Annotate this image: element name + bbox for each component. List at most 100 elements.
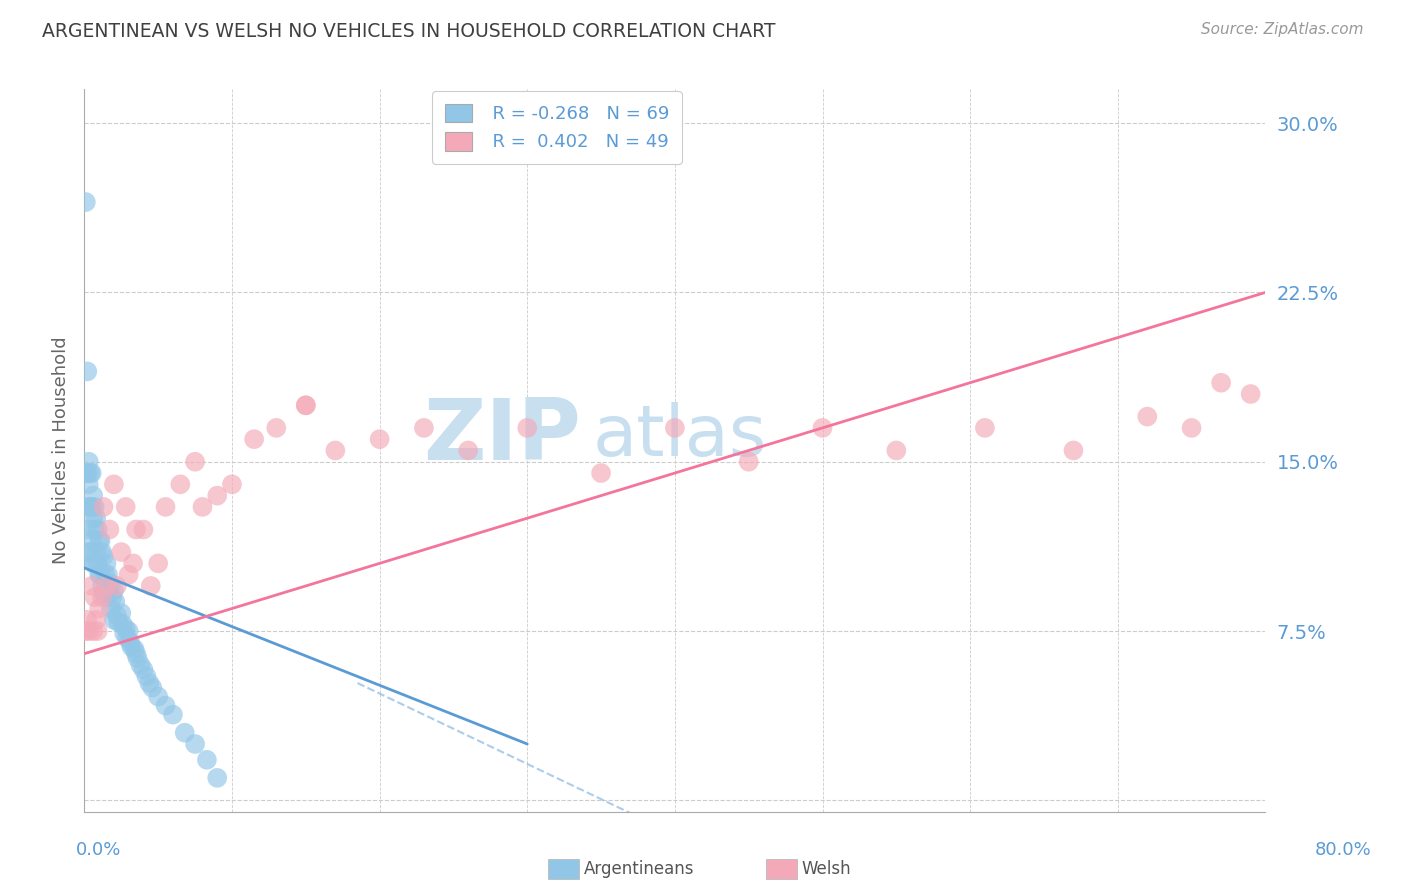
Point bbox=[121, 640, 143, 654]
Point bbox=[125, 647, 148, 661]
Point bbox=[125, 523, 148, 537]
Point bbox=[80, 500, 103, 514]
Point bbox=[457, 443, 479, 458]
Point bbox=[83, 500, 105, 514]
Point bbox=[129, 657, 152, 672]
Point bbox=[169, 477, 191, 491]
Point bbox=[76, 523, 98, 537]
Point bbox=[413, 421, 436, 435]
Text: atlas: atlas bbox=[592, 401, 766, 470]
Point bbox=[77, 545, 100, 559]
Point bbox=[155, 500, 177, 514]
Point bbox=[96, 591, 118, 605]
Point bbox=[77, 500, 100, 514]
Text: Welsh: Welsh bbox=[801, 860, 851, 878]
Point bbox=[162, 707, 184, 722]
Text: 80.0%: 80.0% bbox=[1315, 840, 1371, 858]
Point bbox=[221, 477, 243, 491]
Point bbox=[87, 601, 111, 615]
Point bbox=[86, 624, 108, 639]
Point bbox=[82, 557, 104, 571]
Point bbox=[79, 500, 101, 514]
Point bbox=[84, 511, 107, 525]
Point bbox=[83, 557, 105, 571]
Point bbox=[80, 579, 103, 593]
Point bbox=[94, 567, 117, 582]
Point bbox=[97, 567, 120, 582]
Point bbox=[96, 557, 118, 571]
Point bbox=[91, 591, 114, 605]
Point bbox=[138, 676, 160, 690]
Point bbox=[100, 601, 122, 615]
Point bbox=[1181, 421, 1204, 435]
Point bbox=[148, 557, 170, 571]
Point bbox=[1063, 443, 1085, 458]
Point bbox=[148, 690, 170, 704]
Point bbox=[84, 545, 107, 559]
Point bbox=[77, 477, 100, 491]
Point bbox=[101, 591, 124, 605]
Point bbox=[118, 624, 141, 639]
Point bbox=[83, 591, 105, 605]
Point bbox=[886, 443, 908, 458]
Point bbox=[1211, 376, 1233, 390]
Point bbox=[139, 579, 162, 593]
Point bbox=[91, 545, 114, 559]
Point bbox=[155, 698, 177, 713]
Point bbox=[195, 753, 218, 767]
Point bbox=[79, 466, 101, 480]
Point bbox=[295, 398, 318, 412]
Point bbox=[86, 523, 108, 537]
Point bbox=[127, 651, 149, 665]
Point bbox=[76, 466, 98, 480]
Point bbox=[77, 624, 100, 639]
Point bbox=[76, 613, 98, 627]
Point bbox=[82, 624, 104, 639]
Point bbox=[86, 557, 108, 571]
Point bbox=[93, 585, 115, 599]
Point bbox=[118, 567, 141, 582]
Point bbox=[124, 642, 146, 657]
Point bbox=[75, 624, 97, 639]
Text: ARGENTINEAN VS WELSH NO VEHICLES IN HOUSEHOLD CORRELATION CHART: ARGENTINEAN VS WELSH NO VEHICLES IN HOUS… bbox=[42, 22, 776, 41]
Point bbox=[103, 477, 125, 491]
Text: ZIP: ZIP bbox=[423, 394, 581, 477]
Point bbox=[114, 500, 136, 514]
Point bbox=[110, 606, 132, 620]
Point bbox=[325, 443, 347, 458]
Point bbox=[266, 421, 288, 435]
Point bbox=[90, 533, 112, 548]
Point bbox=[811, 421, 834, 435]
Point bbox=[368, 432, 391, 446]
Point bbox=[132, 523, 155, 537]
Point bbox=[974, 421, 997, 435]
Point bbox=[738, 455, 761, 469]
Point bbox=[207, 771, 229, 785]
Point bbox=[77, 455, 100, 469]
Legend:   R = -0.268   N = 69,   R =  0.402   N = 49: R = -0.268 N = 69, R = 0.402 N = 49 bbox=[432, 91, 682, 164]
Point bbox=[96, 579, 118, 593]
Point bbox=[100, 576, 122, 591]
Point bbox=[112, 626, 135, 640]
Point bbox=[184, 455, 207, 469]
Point bbox=[122, 557, 145, 571]
Point bbox=[105, 579, 128, 593]
Point bbox=[243, 432, 266, 446]
Point bbox=[114, 622, 136, 636]
Point bbox=[516, 421, 538, 435]
Text: 0.0%: 0.0% bbox=[76, 840, 121, 858]
Point bbox=[98, 585, 121, 599]
Point bbox=[75, 466, 97, 480]
Point bbox=[103, 583, 125, 598]
Point bbox=[80, 533, 103, 548]
Point bbox=[80, 466, 103, 480]
Point bbox=[295, 398, 318, 412]
Point bbox=[1240, 387, 1263, 401]
Point bbox=[104, 595, 127, 609]
Point bbox=[591, 466, 613, 480]
Point bbox=[207, 489, 229, 503]
Point bbox=[120, 635, 142, 649]
Point bbox=[664, 421, 686, 435]
Point bbox=[173, 725, 195, 739]
Y-axis label: No Vehicles in Household: No Vehicles in Household bbox=[52, 336, 70, 565]
